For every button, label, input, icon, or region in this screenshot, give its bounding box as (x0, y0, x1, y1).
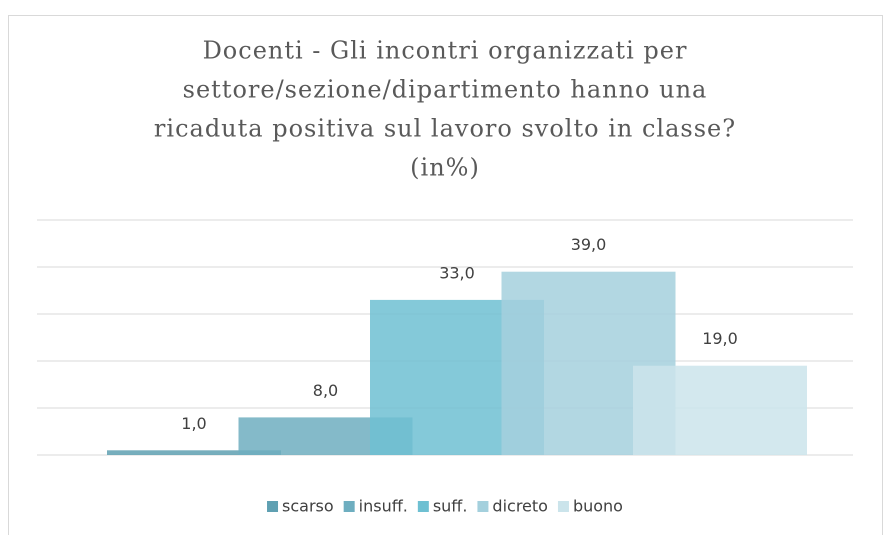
legend-swatch (557, 501, 569, 512)
legend-label: insuff. (359, 497, 408, 516)
legend-swatch (343, 501, 355, 512)
legend-label: suff. (433, 497, 468, 516)
bar (107, 450, 281, 455)
bar (633, 365, 807, 455)
legend-label: buono (573, 497, 623, 516)
data-label: 39,0 (571, 235, 607, 254)
chart-title: Docenti - Gli incontri organizzati per (203, 37, 688, 65)
chart-title: settore/sezione/dipartimento hanno una (183, 76, 708, 104)
legend-label: dicreto (492, 497, 548, 516)
legend-label: scarso (282, 497, 334, 516)
data-label: 33,0 (439, 263, 475, 282)
chart-title: (in%) (410, 154, 480, 182)
legend-swatch (417, 501, 429, 512)
legend-swatch (477, 501, 489, 512)
data-label: 8,0 (313, 381, 338, 400)
chart-title: ricaduta positiva sul lavoro svolto in c… (154, 115, 736, 143)
data-label: 19,0 (702, 329, 738, 348)
data-label: 1,0 (181, 414, 206, 433)
legend-swatch (267, 501, 279, 512)
